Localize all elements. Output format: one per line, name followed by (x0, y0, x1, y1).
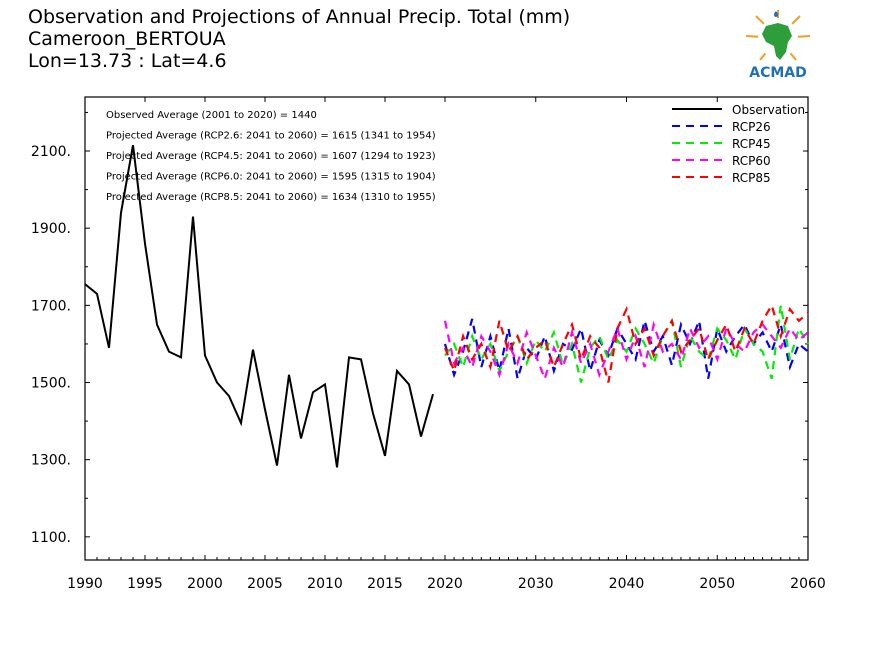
legend-label: Observation (732, 103, 805, 117)
x-tick-label: 2005 (247, 576, 283, 592)
y-tick-label: 1900. (31, 221, 71, 237)
y-tick-label: 1300. (31, 453, 71, 469)
chart-series (84, 145, 809, 468)
annotation-text: Projected Average (RCP8.5: 2041 to 2060)… (106, 192, 436, 203)
legend-label: RCP60 (732, 154, 771, 168)
x-tick-label: 1990 (67, 576, 103, 592)
x-tick-label: 2030 (518, 576, 554, 592)
annotation-text: Projected Average (RCP2.6: 2041 to 2060)… (106, 131, 436, 142)
x-tick-label: 1995 (127, 576, 163, 592)
y-tick-label: 2100. (31, 144, 71, 160)
series-line-rcp60 (443, 320, 809, 383)
acmad-logo: ACMAD (738, 8, 818, 84)
y-tick-label: 1500. (31, 376, 71, 392)
acmad-logo-text: ACMAD (749, 65, 807, 81)
plot-frame (84, 96, 809, 561)
y-tick-label: 1700. (31, 298, 71, 314)
legend-label: RCP85 (732, 171, 771, 185)
africa-logo-icon (745, 10, 811, 61)
annotation-text: Observed Average (2001 to 2020) = 1440 (106, 110, 317, 121)
chart-axes: 1100. 1300. 1500. 1700. 1900. 2100. 1990 1995 20… (31, 96, 826, 592)
chart-subtitle-location: Cameroon_BERTOUA (28, 28, 226, 50)
x-tick-label: 2040 (609, 576, 645, 592)
x-tick-label: 2020 (427, 576, 463, 592)
chart-titles: Observation and Projections of Annual Pr… (28, 6, 570, 72)
y-tick-label: 1100. (31, 530, 71, 546)
x-tick-label: 2000 (187, 576, 223, 592)
x-tick-label: 2015 (367, 576, 403, 592)
chart-title: Observation and Projections of Annual Pr… (28, 6, 571, 28)
legend-label: RCP26 (732, 120, 771, 134)
series-line-rcp85 (443, 302, 809, 383)
legend-label: RCP45 (732, 137, 771, 151)
chart-subtitle-coordinates: Lon=13.73 : Lat=4.6 (28, 50, 227, 72)
x-tick-label: 2010 (307, 576, 343, 592)
chart-annotations: Observed Average (2001 to 2020) = 1440 Pr… (106, 110, 436, 203)
chart-legend: Observation RCP26 RCP45 RCP60 RCP85 (672, 103, 805, 185)
annotation-text: Projected Average (RCP4.5: 2041 to 2060)… (106, 151, 436, 162)
x-tick-label: 2050 (699, 576, 735, 592)
x-tick-label: 2060 (790, 576, 826, 592)
series-line-rcp26 (443, 316, 809, 380)
series-line-observation (84, 145, 434, 468)
annotation-text: Projected Average (RCP6.0: 2041 to 2060)… (106, 172, 436, 183)
